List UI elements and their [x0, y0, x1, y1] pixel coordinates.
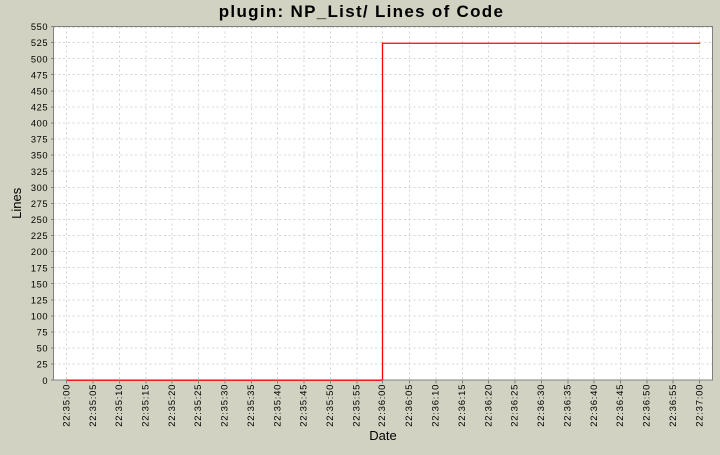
- svg-text:plugin: NP_List/ Lines of Code: plugin: NP_List/ Lines of Code: [219, 2, 505, 21]
- svg-text:275: 275: [31, 199, 48, 209]
- svg-text:22:36:15: 22:36:15: [457, 384, 468, 427]
- svg-text:25: 25: [37, 360, 48, 370]
- svg-text:22:36:50: 22:36:50: [642, 384, 653, 427]
- svg-text:22:35:35: 22:35:35: [246, 384, 257, 427]
- svg-text:22:35:40: 22:35:40: [272, 384, 283, 427]
- svg-text:400: 400: [31, 119, 48, 129]
- svg-text:22:35:20: 22:35:20: [167, 384, 178, 427]
- svg-text:22:35:00: 22:35:00: [61, 384, 72, 427]
- svg-text:22:36:20: 22:36:20: [483, 384, 494, 427]
- svg-text:22:36:45: 22:36:45: [615, 384, 626, 427]
- svg-text:375: 375: [31, 135, 48, 145]
- svg-text:350: 350: [31, 151, 48, 161]
- svg-text:175: 175: [31, 263, 48, 273]
- svg-text:22:36:25: 22:36:25: [510, 384, 521, 427]
- svg-text:22:36:55: 22:36:55: [668, 384, 679, 427]
- svg-text:22:35:25: 22:35:25: [193, 384, 204, 427]
- svg-text:22:36:10: 22:36:10: [431, 384, 442, 427]
- svg-text:22:36:00: 22:36:00: [377, 384, 388, 427]
- svg-text:22:36:35: 22:36:35: [562, 384, 573, 427]
- svg-text:550: 550: [31, 22, 48, 32]
- svg-text:450: 450: [31, 86, 48, 96]
- svg-text:22:37:00: 22:37:00: [694, 384, 705, 427]
- svg-text:100: 100: [31, 311, 48, 321]
- svg-text:75: 75: [37, 328, 48, 338]
- svg-text:22:35:15: 22:35:15: [141, 384, 152, 427]
- svg-text:22:35:30: 22:35:30: [220, 384, 231, 427]
- svg-text:475: 475: [31, 70, 48, 80]
- svg-text:22:36:40: 22:36:40: [589, 384, 600, 427]
- svg-text:200: 200: [31, 247, 48, 257]
- svg-text:325: 325: [31, 167, 48, 177]
- svg-text:50: 50: [37, 344, 48, 354]
- svg-text:225: 225: [31, 231, 48, 241]
- svg-text:22:35:45: 22:35:45: [299, 384, 310, 427]
- svg-text:125: 125: [31, 295, 48, 305]
- svg-text:525: 525: [31, 38, 48, 48]
- svg-text:425: 425: [31, 102, 48, 112]
- svg-text:22:35:55: 22:35:55: [351, 384, 362, 427]
- svg-text:Date: Date: [369, 428, 396, 443]
- svg-text:0: 0: [42, 376, 48, 386]
- svg-text:250: 250: [31, 215, 48, 225]
- svg-text:22:35:50: 22:35:50: [325, 384, 336, 427]
- svg-text:150: 150: [31, 279, 48, 289]
- svg-text:300: 300: [31, 183, 48, 193]
- svg-text:22:36:30: 22:36:30: [536, 384, 547, 427]
- svg-text:22:35:10: 22:35:10: [114, 384, 125, 427]
- svg-text:500: 500: [31, 54, 48, 64]
- svg-text:Lines: Lines: [9, 187, 24, 219]
- svg-text:22:36:05: 22:36:05: [404, 384, 415, 427]
- svg-text:22:35:05: 22:35:05: [88, 384, 99, 427]
